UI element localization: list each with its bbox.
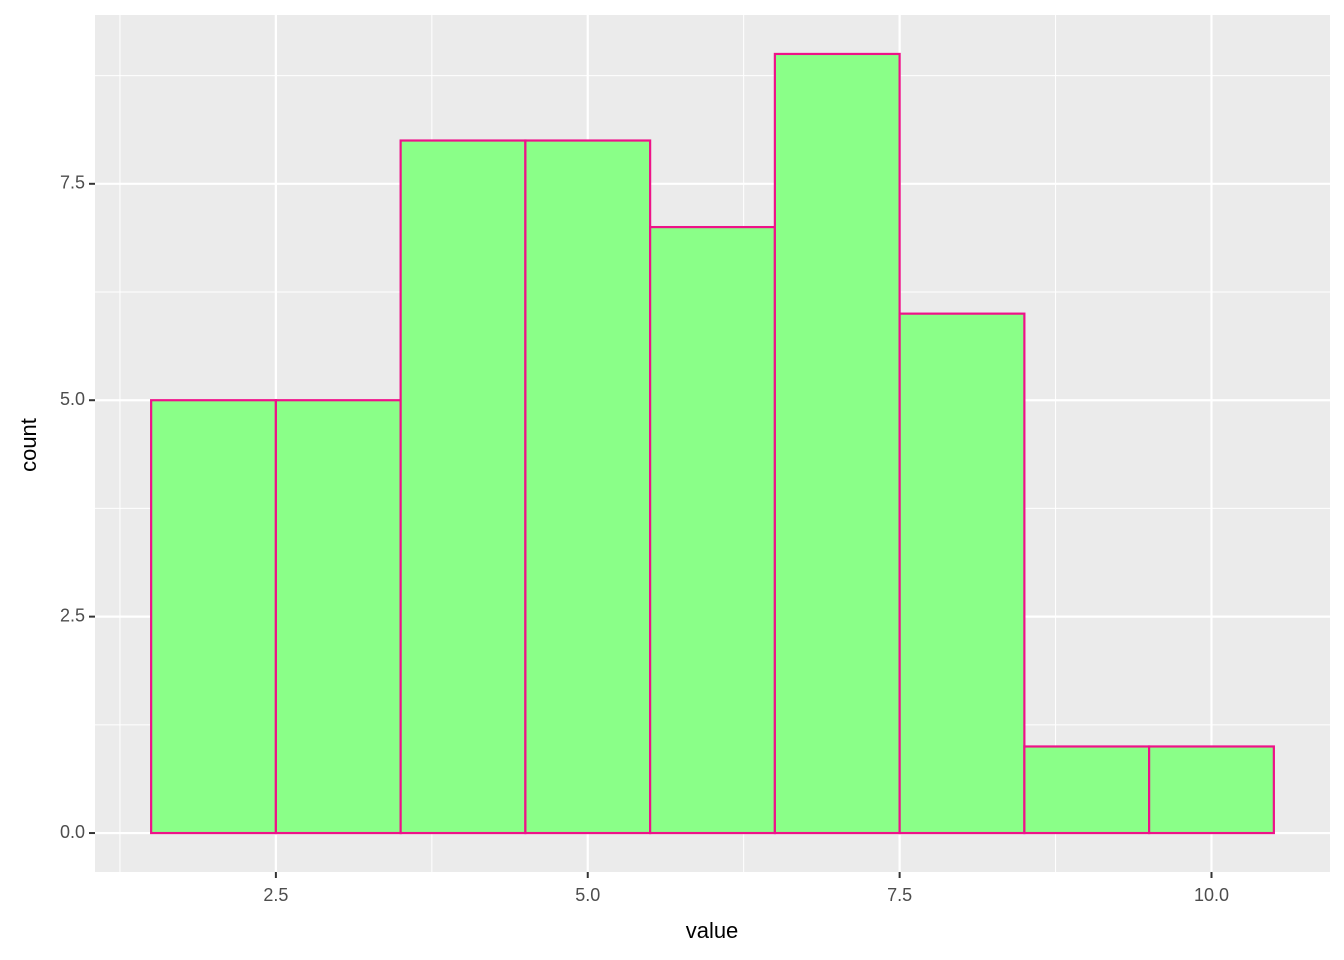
x-tick-label: 10.0 [1194,885,1229,905]
x-tick-label: 2.5 [263,885,288,905]
x-tick-label: 5.0 [575,885,600,905]
bar [1023,745,1151,835]
y-tick-label: 2.5 [60,605,85,625]
x-tick-label: 7.5 [887,885,912,905]
bar [524,139,652,835]
x-axis-title: value [686,918,739,943]
bar [898,312,1026,835]
bar [274,399,402,835]
y-tick-label: 0.0 [60,822,85,842]
bars [150,52,1275,835]
y-tick-label: 5.0 [60,389,85,409]
bar [1148,745,1275,835]
bar [773,52,901,835]
bar [150,399,277,835]
y-tick-label: 7.5 [60,173,85,193]
bar [649,225,776,835]
y-axis-title: count [16,418,41,472]
bar [399,139,527,835]
